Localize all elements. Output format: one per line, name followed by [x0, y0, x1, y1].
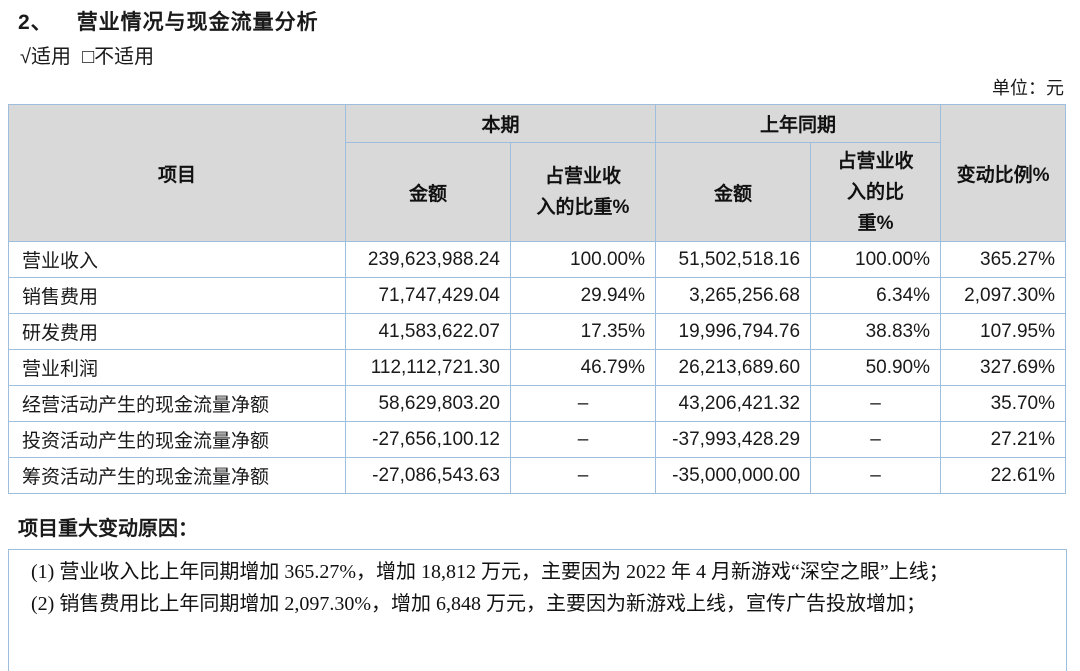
- current-pct: 46.79%: [509, 349, 657, 386]
- prior-pct: 100.00%: [810, 241, 942, 278]
- change-ratio: 35.70%: [940, 385, 1067, 422]
- header-row-groups: 项目 本期 上年同期 变动比例%: [8, 104, 1067, 242]
- current-pct: –: [509, 385, 657, 422]
- col-group-prior-period: 上年同期: [655, 104, 942, 143]
- prior-pct: –: [810, 385, 942, 422]
- col-header-prior-pct: 占营业收 入的比 重%: [810, 142, 942, 242]
- current-amount: 239,623,988.24: [345, 241, 511, 278]
- table-row: 营业利润 112,112,721.30 46.79% 26,213,689.60…: [8, 349, 1067, 386]
- reason-item-2: (2) 销售费用比上年同期增加 2,097.30%，增加 6,848 万元，主要…: [31, 593, 926, 615]
- row-item-label: 销售费用: [8, 277, 346, 314]
- prior-amount: 26,213,689.60: [655, 349, 812, 386]
- col-header-current-amount: 金额: [345, 142, 511, 242]
- prior-amount: -35,000,000.00: [655, 457, 812, 494]
- prior-pct: –: [810, 421, 942, 458]
- current-pct: –: [509, 457, 657, 494]
- prior-amount: 3,265,256.68: [655, 277, 812, 314]
- prior-amount: 19,996,794.76: [655, 313, 812, 350]
- table-row: 销售费用 71,747,429.04 29.94% 3,265,256.68 6…: [8, 277, 1067, 314]
- col-header-current-pct: 占营业收 入的比重%: [509, 142, 657, 242]
- section-title: 营业情况与现金流量分析: [76, 11, 319, 34]
- current-amount: 71,747,429.04: [345, 277, 511, 314]
- current-pct: 17.35%: [509, 313, 657, 350]
- row-item-label: 研发费用: [8, 313, 346, 350]
- financial-table: 项目 本期 上年同期 变动比例% 金额 占营业收 入的比重% 金额 占营业收 入…: [8, 104, 1067, 494]
- table-row: 研发费用 41,583,622.07 17.35% 19,996,794.76 …: [8, 313, 1067, 350]
- row-item-label: 营业利润: [8, 349, 346, 386]
- change-ratio: 107.95%: [940, 313, 1067, 350]
- col-header-item: 项目: [8, 104, 346, 242]
- prior-pct: 50.90%: [810, 349, 942, 386]
- col-header-prior-amount: 金额: [655, 142, 812, 242]
- current-amount: 41,583,622.07: [345, 313, 511, 350]
- col-header-change-ratio: 变动比例%: [940, 104, 1067, 242]
- reasons-title: 项目重大变动原因：: [18, 518, 198, 540]
- row-item-label: 经营活动产生的现金流量净额: [8, 385, 346, 422]
- reason-item-1: (1) 营业收入比上年同期增加 365.27%，增加 18,812 万元，主要因…: [31, 561, 949, 583]
- row-item-label: 营业收入: [8, 241, 346, 278]
- table-row: 经营活动产生的现金流量净额 58,629,803.20 – 43,206,421…: [8, 385, 1067, 422]
- section-number: 2、: [18, 11, 53, 34]
- current-pct: 100.00%: [509, 241, 657, 278]
- applicability-line: √适用 □不适用: [20, 46, 155, 68]
- current-amount: 58,629,803.20: [345, 385, 511, 422]
- change-ratio: 27.21%: [940, 421, 1067, 458]
- prior-pct: 38.83%: [810, 313, 942, 350]
- reasons-box: (1) 营业收入比上年同期增加 365.27%，增加 18,812 万元，主要因…: [8, 549, 1067, 671]
- change-ratio: 2,097.30%: [940, 277, 1067, 314]
- table-row: 投资活动产生的现金流量净额 -27,656,100.12 – -37,993,4…: [8, 421, 1067, 458]
- prior-amount: -37,993,428.29: [655, 421, 812, 458]
- change-ratio: 327.69%: [940, 349, 1067, 386]
- current-amount: -27,656,100.12: [345, 421, 511, 458]
- col-group-current-period: 本期: [344, 104, 657, 143]
- unit-label: 单位：元: [992, 78, 1064, 98]
- header-row-subcolumns: 金额 占营业收 入的比重% 金额 占营业收 入的比 重%: [9, 142, 1066, 242]
- change-ratio: 365.27%: [940, 241, 1067, 278]
- prior-pct: 6.34%: [810, 277, 942, 314]
- row-item-label: 投资活动产生的现金流量净额: [8, 421, 346, 458]
- prior-amount: 43,206,421.32: [655, 385, 812, 422]
- row-item-label: 筹资活动产生的现金流量净额: [8, 457, 346, 494]
- change-ratio: 22.61%: [940, 457, 1067, 494]
- current-pct: 29.94%: [509, 277, 657, 314]
- section-heading: 2、 营业情况与现金流量分析: [0, 8, 1080, 42]
- prior-amount: 51,502,518.16: [655, 241, 812, 278]
- table-row: 营业收入 239,623,988.24 100.00% 51,502,518.1…: [8, 241, 1067, 278]
- current-amount: 112,112,721.30: [345, 349, 511, 386]
- current-amount: -27,086,543.63: [345, 457, 511, 494]
- prior-pct: –: [810, 457, 942, 494]
- table-row: 筹资活动产生的现金流量净额 -27,086,543.63 – -35,000,0…: [8, 457, 1067, 494]
- current-pct: –: [509, 421, 657, 458]
